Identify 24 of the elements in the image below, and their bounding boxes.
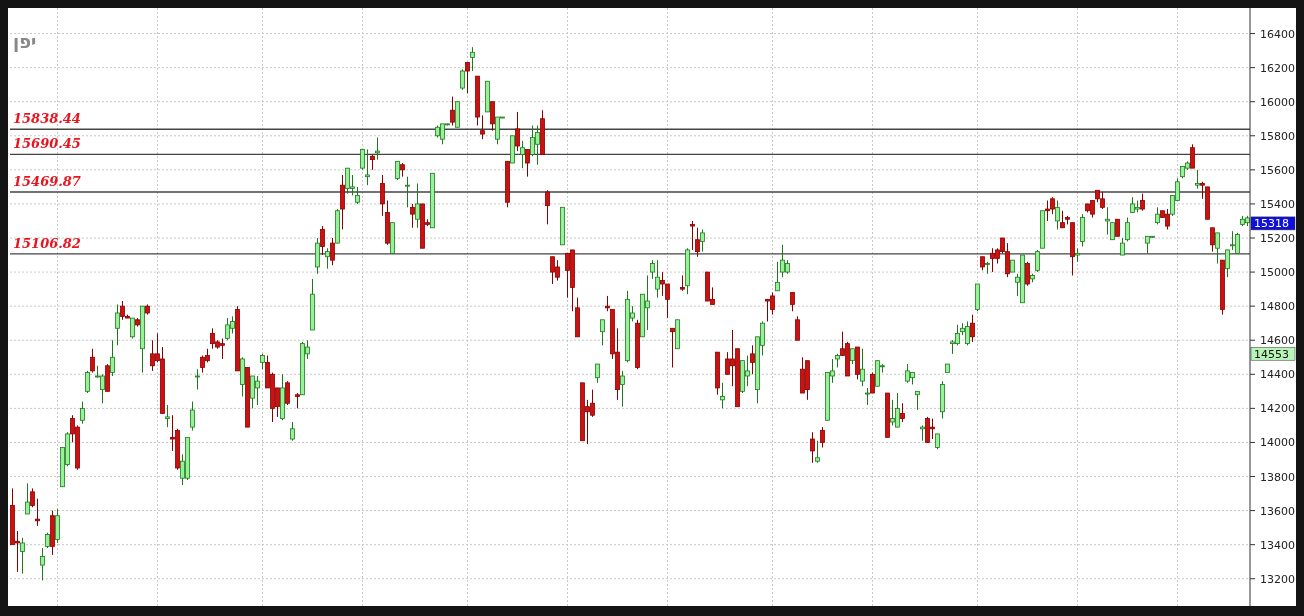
y-tick-label: 15400 (1260, 197, 1295, 211)
text: יפן (13, 31, 37, 52)
y-tick-label: 13400 (1260, 538, 1295, 552)
y-tick-label: 14800 (1260, 300, 1295, 314)
y-tick-label: 14400 (1260, 368, 1295, 382)
ref-line-label: 15690.45 (13, 136, 81, 152)
annotation: 14553 (1250, 347, 1296, 361)
y-tick-label: 14000 (1260, 436, 1295, 450)
ref-line-label: 15106.82 (13, 235, 81, 251)
y-tick-label: 13600 (1260, 504, 1295, 518)
annotation: 15318 (1250, 216, 1296, 231)
y-tick-label: 16200 (1260, 61, 1295, 75)
ref-line-label: 15838.44 (13, 111, 81, 127)
y-tick-label: 15200 (1260, 232, 1295, 245)
ref-line-label: 15469.87 (13, 174, 81, 190)
y-tick-label: 16400 (1260, 27, 1295, 41)
y-tick-label: 14600 (1260, 334, 1295, 348)
y-tick-label: 13200 (1260, 572, 1295, 586)
y-tick-label: 16000 (1260, 95, 1295, 109)
y-tick-label: 14200 (1260, 402, 1295, 416)
y-tick-label: 15000 (1260, 266, 1295, 280)
y-tick-label: 15600 (1260, 163, 1295, 177)
y-tick-label: 15800 (1260, 129, 1295, 143)
y-tick-label: 13800 (1260, 470, 1295, 484)
